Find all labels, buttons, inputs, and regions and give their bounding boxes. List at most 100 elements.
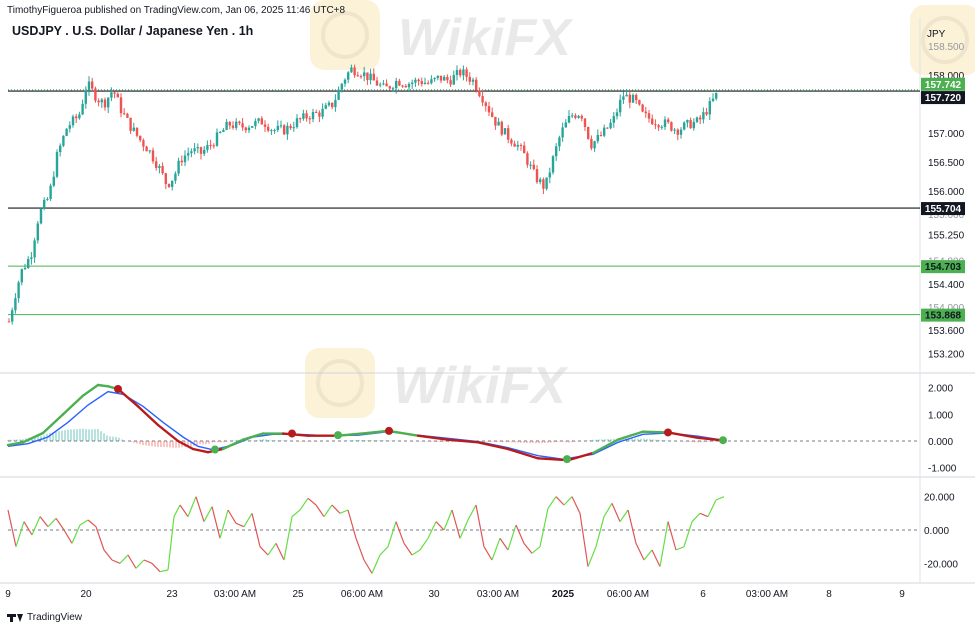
candle-body bbox=[334, 99, 337, 108]
candlestick-series bbox=[7, 64, 718, 325]
candle-body bbox=[62, 135, 65, 146]
time-tick-label: 06:00 AM bbox=[607, 589, 649, 600]
candle-body bbox=[519, 144, 523, 146]
oscillator-line-segment bbox=[395, 521, 405, 544]
candle-body bbox=[535, 169, 539, 183]
macd-line-segment bbox=[566, 451, 595, 462]
oscillator-line-segment bbox=[643, 549, 653, 561]
price-tick-label: 155.250 bbox=[928, 230, 965, 241]
candle-body bbox=[484, 102, 487, 107]
oscillator-line-segment bbox=[419, 537, 429, 551]
oscillator-line-segment bbox=[71, 524, 81, 544]
crossover-marker bbox=[385, 426, 393, 435]
macd-line-segment bbox=[666, 431, 700, 439]
macd-line-segment bbox=[416, 434, 450, 441]
candle-body bbox=[692, 121, 695, 129]
candle-body bbox=[222, 129, 225, 132]
oscillator-line-segment bbox=[635, 543, 645, 561]
oscillator-line-segment bbox=[691, 512, 701, 523]
candle-body bbox=[446, 76, 449, 81]
candle-body bbox=[423, 82, 427, 84]
candle-body bbox=[260, 118, 263, 125]
candle-body bbox=[593, 141, 596, 149]
candle-body bbox=[545, 177, 548, 189]
macd-line-segment bbox=[366, 429, 390, 435]
candle-body bbox=[151, 150, 155, 162]
oscillator-line-segment bbox=[323, 504, 333, 518]
candle-body bbox=[97, 100, 100, 103]
oscillator-line-segment bbox=[173, 504, 181, 517]
candle-body bbox=[324, 105, 327, 109]
candle-body bbox=[449, 80, 452, 85]
oscillator-line-segment bbox=[371, 554, 381, 574]
time-axis[interactable]: 9 20 23 03:00 AM 25 06:00 AM 30 03:00 AM 2025 06:… bbox=[5, 589, 905, 600]
candle-body bbox=[196, 147, 199, 149]
brand-label: TradingView bbox=[27, 612, 83, 623]
candle-body bbox=[353, 67, 356, 76]
candle-body bbox=[337, 89, 340, 100]
time-tick-label: 8 bbox=[826, 589, 832, 600]
horizontal-levels bbox=[8, 89, 920, 316]
macd-panel bbox=[6, 383, 920, 464]
candle-body bbox=[267, 126, 270, 131]
oscillator-line-segment bbox=[659, 521, 669, 567]
price-axis[interactable]: 158.000 157.000 156.500 156.000 155.250 154.4… bbox=[924, 42, 965, 571]
crossover-marker bbox=[664, 428, 672, 437]
candle-body bbox=[615, 112, 619, 117]
macd-line-segment bbox=[696, 436, 725, 442]
time-tick-label: 2025 bbox=[552, 589, 575, 600]
time-tick-label: 06:00 AM bbox=[341, 589, 383, 600]
oscillator-line-segment bbox=[243, 513, 253, 527]
candle-body bbox=[263, 124, 267, 127]
candle-body bbox=[401, 85, 404, 87]
candle-body bbox=[587, 126, 590, 139]
macd-line-segment bbox=[591, 438, 620, 455]
candle-body bbox=[465, 69, 468, 77]
price-tick-label-partial: 155.600 bbox=[928, 210, 965, 221]
candle-body bbox=[366, 72, 369, 81]
price-tick-label-partial: 154.000 bbox=[928, 303, 965, 314]
candle-body bbox=[305, 113, 308, 119]
time-tick-label: 20 bbox=[80, 589, 92, 600]
candle-body bbox=[564, 122, 567, 128]
time-tick-label: 25 bbox=[292, 589, 304, 600]
oscillator-line-segment bbox=[267, 542, 277, 556]
watermark-globe bbox=[921, 16, 969, 64]
candle-body bbox=[571, 115, 574, 117]
candle-body bbox=[299, 118, 302, 120]
candle-body bbox=[395, 80, 398, 89]
oscillator-line-segment bbox=[571, 496, 581, 514]
price-tick-label: 153.600 bbox=[928, 326, 965, 337]
candle-body bbox=[302, 113, 305, 119]
candle-body bbox=[318, 112, 321, 117]
price-tick-label: 154.400 bbox=[928, 280, 965, 291]
candle-body bbox=[647, 113, 651, 119]
candle-body bbox=[39, 208, 43, 224]
tradingview-brand[interactable]: TradingView bbox=[7, 612, 82, 623]
wikifx-watermark: WikiFX bbox=[310, 0, 574, 70]
candle-body bbox=[532, 164, 535, 170]
oscillator-line-segment bbox=[515, 524, 525, 544]
candle-body bbox=[705, 112, 708, 115]
candle-body bbox=[356, 75, 359, 77]
oscillator-line-segment bbox=[411, 549, 421, 556]
oscillator-line-segment bbox=[127, 554, 137, 569]
candle-body bbox=[529, 164, 532, 166]
candle-body bbox=[20, 269, 23, 283]
candle-body bbox=[468, 76, 471, 82]
candle-body bbox=[711, 98, 715, 101]
oscillator-line-segment bbox=[715, 496, 725, 501]
candle-body bbox=[203, 149, 206, 154]
candle-body bbox=[622, 96, 625, 100]
level-tag-bg bbox=[921, 308, 965, 322]
candle-body bbox=[231, 125, 235, 128]
candle-body bbox=[491, 112, 494, 117]
candle-body bbox=[516, 144, 519, 147]
oscillator-line-segment bbox=[355, 538, 365, 561]
candle-body bbox=[347, 72, 350, 80]
candle-body bbox=[190, 151, 193, 154]
oscillator-line-segment bbox=[539, 508, 549, 547]
candle-body bbox=[420, 81, 423, 84]
candle-body bbox=[55, 152, 59, 177]
